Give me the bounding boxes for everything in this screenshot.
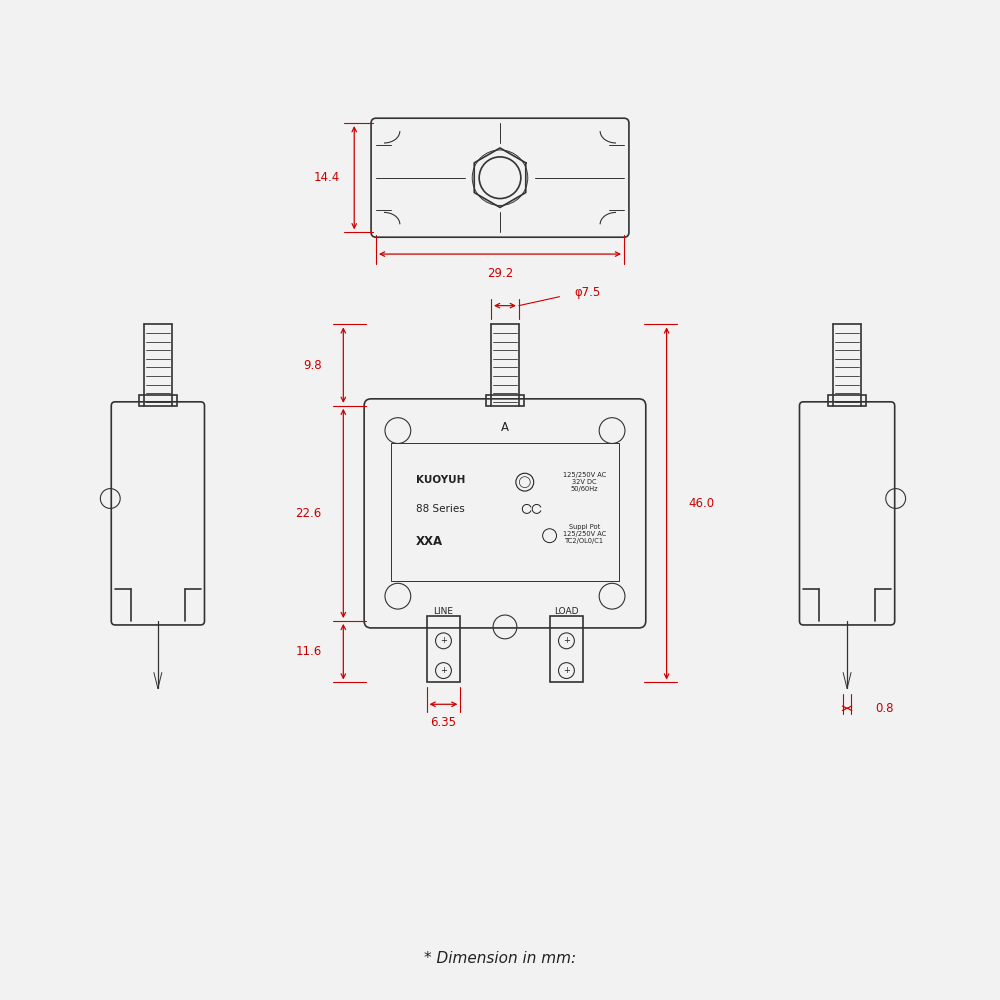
Text: 11.6: 11.6	[295, 645, 322, 658]
Bar	[828, 395, 866, 406]
Text: 125/250V AC
32V DC
50/60Hz: 125/250V AC 32V DC 50/60Hz	[563, 472, 606, 492]
Text: LINE: LINE	[433, 607, 453, 616]
Bar	[550, 616, 583, 682]
Text: A: A	[501, 421, 509, 434]
Text: XXA: XXA	[416, 535, 443, 548]
Text: 14.4: 14.4	[313, 171, 340, 184]
Text: 46.0: 46.0	[688, 497, 715, 510]
Text: 9.8: 9.8	[303, 359, 322, 372]
Text: * Dimension in mm:: * Dimension in mm:	[424, 951, 576, 966]
Text: 29.2: 29.2	[487, 267, 513, 280]
Text: 22.6: 22.6	[295, 507, 322, 520]
Bar	[139, 395, 177, 406]
Text: 0.8: 0.8	[875, 702, 893, 715]
Text: KUOYUH: KUOYUH	[416, 475, 465, 485]
Text: φ7.5: φ7.5	[574, 286, 601, 299]
Text: 6.35: 6.35	[430, 716, 456, 729]
Bar	[486, 395, 524, 406]
Bar	[427, 616, 460, 682]
Bar	[391, 443, 619, 581]
Text: +: +	[563, 666, 570, 675]
Text: +: +	[440, 636, 447, 645]
Text: LOAD: LOAD	[554, 607, 579, 616]
Text: +: +	[440, 666, 447, 675]
Text: Suppl Pot
125/250V AC
TC2/OL0/C1: Suppl Pot 125/250V AC TC2/OL0/C1	[563, 524, 606, 544]
Text: 88 Series: 88 Series	[416, 504, 464, 514]
Text: +: +	[563, 636, 570, 645]
